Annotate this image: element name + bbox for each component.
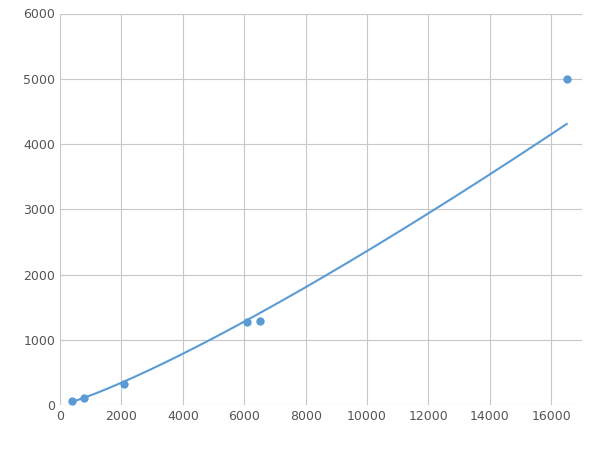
Point bbox=[67, 398, 77, 405]
Point bbox=[255, 317, 265, 324]
Point bbox=[242, 319, 252, 326]
Point bbox=[79, 395, 89, 402]
Point bbox=[562, 75, 571, 82]
Point bbox=[119, 381, 129, 388]
